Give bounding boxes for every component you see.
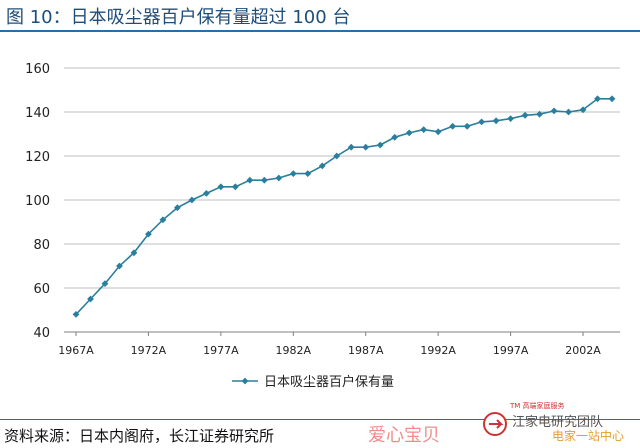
data-point [536,110,543,118]
footer-divider [0,419,640,420]
data-point [275,174,283,182]
data-point [116,262,123,270]
watermark-badge: TM 高端家庭服务 江家电研究团队 电家一站中心 [482,401,632,445]
x-tick-label: 1972A [131,344,167,357]
data-point [405,129,413,137]
data-point [87,295,94,303]
data-point [159,216,167,224]
data-point [246,176,254,184]
data-point [521,111,529,119]
legend-label: 日本吸尘器百户保有量 [264,374,394,390]
data-point [333,152,341,160]
watermark-text: 爱心宝贝 [368,425,440,446]
data-point [318,162,326,170]
chart-title: 图 10：日本吸尘器百户保有量超过 100 台 [6,7,351,28]
legend-marker [241,377,249,385]
data-point [565,108,572,116]
data-point [420,126,428,133]
x-tick-label: 1977A [203,344,239,357]
data-point [304,170,312,177]
data-point [550,107,558,115]
x-tick-label: 1997A [493,344,529,357]
y-tick-label: 100 [25,194,50,209]
data-point [217,183,225,191]
data-point [231,183,239,191]
data-point [492,117,500,125]
source-note: 资料来源：日本内阁府，长江证券研究所 [4,427,275,445]
data-point [347,143,355,151]
data-point [130,249,138,257]
y-tick-label: 60 [33,282,50,297]
data-point [579,106,587,114]
watermark-brand-tag: 电家一站中心 [552,429,625,443]
y-tick-label: 80 [33,238,50,253]
y-tick-label: 120 [25,150,50,165]
series-line [75,98,612,315]
title-divider [0,30,640,32]
data-point [608,95,616,103]
watermark-brand-small: TM 高端家庭服务 [510,402,565,410]
data-point [202,190,210,197]
data-point [594,95,601,103]
brand-logo-icon [483,412,507,436]
watermark-brand-name: 江家电研究团队 [512,415,604,430]
data-point [376,141,384,149]
data-point [72,311,80,318]
y-tick-label: 140 [25,106,50,121]
data-point [507,115,514,122]
data-point [101,280,109,287]
y-tick-label: 40 [33,326,50,341]
x-tick-label: 1967A [58,344,94,357]
data-point [145,230,152,238]
x-tick-label: 1992A [420,344,456,357]
x-tick-label: 2002A [565,344,601,357]
data-point [463,122,471,130]
x-tick-label: 1987A [348,344,384,357]
data-point [434,128,442,136]
data-point [174,204,181,212]
data-point [260,176,268,184]
x-tick-label: 1982A [276,344,312,357]
data-point [449,122,457,130]
y-tick-label: 160 [25,62,50,77]
data-point [289,170,297,177]
data-point [362,143,370,151]
data-point [188,196,196,204]
data-point [391,133,399,141]
data-point [478,118,486,126]
line-chart: 40 60 80 100 120 140 160 1967A 1972A 1977A 1982A 19… [25,62,620,390]
